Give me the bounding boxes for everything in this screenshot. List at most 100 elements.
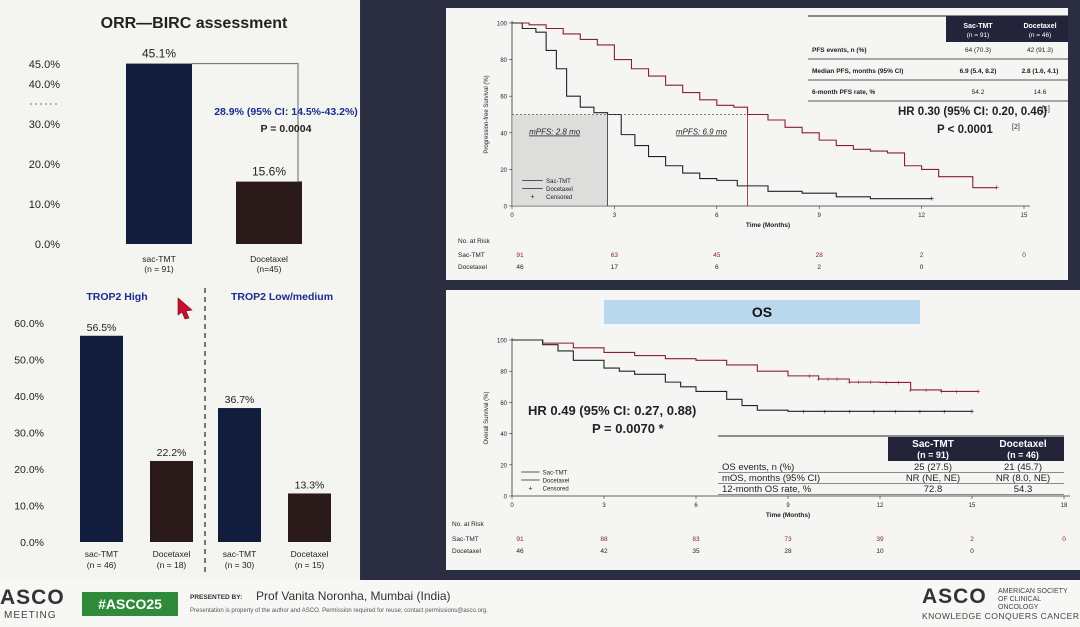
- km-xtick-label: 15: [1021, 213, 1028, 219]
- trop-bar-n: (n = 30): [225, 560, 255, 570]
- km-ytick-label: 20: [500, 463, 507, 469]
- os-censor-mark: +: [817, 377, 821, 384]
- pfs-table-row-label: PFS events, n (%): [812, 47, 867, 54]
- km-ytick-label: 0: [504, 495, 508, 501]
- trop-ytick-label: 50.0%: [14, 355, 44, 367]
- pfs-risk-value: 6: [715, 264, 719, 271]
- pfs-table-val-sac: 64 (70.3): [965, 47, 991, 54]
- trop-bar-n: (n = 18): [157, 560, 187, 570]
- pfs-table-col1: Sac-TMT: [963, 23, 993, 30]
- km-ytick-label: 40: [500, 131, 507, 137]
- reuse-notice: Presentation is property of the author a…: [190, 608, 488, 614]
- os-censor-mark: +: [823, 409, 827, 416]
- pfs-table-val-sac: 6.9 (5.4, 8.2): [960, 68, 997, 75]
- os-risk-value: 0: [970, 548, 974, 555]
- pfs-table-row-label: Median PFS, months (95% CI): [812, 68, 903, 75]
- os-summary-table: Sac-TMT(n = 91) Docetaxel(n = 46) OS event…: [718, 435, 1064, 495]
- trop-ytick-label: 30.0%: [14, 428, 44, 440]
- km-xtick-label: 0: [510, 503, 514, 509]
- os-legend-censor: +: [528, 486, 532, 493]
- orr-bar-value: 15.6%: [252, 165, 286, 179]
- os-table-val-doc: NR (8.0, NE): [996, 473, 1050, 484]
- pfs-table-val-doc: 14.6: [1034, 89, 1047, 96]
- presenter-name: Prof Vanita Noronha, Mumbai (India): [256, 589, 451, 603]
- pfs-p: P < 0.0001: [937, 124, 993, 136]
- os-banner-label: OS: [752, 304, 772, 320]
- km-xtick-label: 6: [694, 503, 698, 509]
- os-risk-value: 88: [600, 536, 608, 543]
- os-p: P = 0.0070 *: [592, 421, 665, 436]
- pfs-summary-table: Sac-TMT (n = 91) Docetaxel (n = 46) PFS even…: [808, 15, 1068, 102]
- orr-pvalue: P = 0.0004: [261, 123, 312, 135]
- os-banner: [604, 300, 920, 324]
- os-risk-value: 46: [516, 548, 524, 555]
- asco-meeting-logo: ASCO: [0, 586, 65, 609]
- os-censor-mark: +: [939, 389, 943, 396]
- os-risk-value: 0: [1062, 536, 1066, 543]
- os-legend-label: Sac-TMT: [543, 471, 568, 477]
- trop-bar-value: 36.7%: [225, 394, 255, 406]
- km-curve-docetaxel: [512, 339, 972, 412]
- trop-ytick-label: 10.0%: [14, 501, 44, 513]
- os-table-val-sac: 72.8: [924, 484, 943, 495]
- os-table-val-sac: 25 (27.5): [914, 462, 952, 473]
- km-ytick-label: 20: [500, 168, 507, 174]
- km-ylabel: Progression-free Survival (%): [484, 75, 490, 153]
- pfs-risk-value: 91: [516, 252, 524, 259]
- os-table-col2n: (n = 46): [1007, 450, 1039, 460]
- orr-bar-n: (n=45): [257, 264, 282, 274]
- km-ylabel: Overall Survival (%): [484, 391, 490, 444]
- orr-ytick-label: 0.0%: [35, 239, 60, 251]
- km-censor-mark: +: [930, 194, 935, 203]
- pfs-median-shade: [512, 114, 608, 206]
- os-hr: HR 0.49 (95% CI: 0.27, 0.88): [528, 403, 696, 418]
- os-censor-mark: +: [847, 380, 851, 387]
- os-censor-mark: +: [835, 377, 839, 384]
- os-figure: OS 0 20 40 60 80 100 0 3 6 9 12 15 18 Time (Months) Ov…: [446, 290, 1080, 570]
- km-ytick-label: 0: [504, 205, 508, 211]
- os-censor-mark: +: [893, 409, 897, 416]
- os-risk-value: 10: [876, 548, 884, 555]
- orr-bar-value: 45.1%: [142, 47, 176, 61]
- pfs-risk-value: 28: [816, 252, 824, 259]
- trop-bar-label: Docetaxel: [153, 549, 191, 559]
- pfs-table-col2n: (n = 46): [1029, 32, 1052, 39]
- os-risk-value: 42: [600, 548, 608, 555]
- os-table-val-sac: NR (NE, NE): [906, 473, 960, 484]
- orr-ytick-label: 10.0%: [29, 199, 60, 211]
- meeting-label: MEETING: [4, 610, 57, 621]
- pfs-risk-value: 2: [920, 252, 924, 259]
- pfs-legend-censor: +: [530, 194, 534, 201]
- os-table-header-bg: [888, 437, 1064, 461]
- mouse-cursor-icon: [177, 297, 193, 320]
- os-censor-mark: +: [872, 409, 876, 416]
- pfs-p-ref: [2]: [1012, 124, 1020, 131]
- orr-difference-bracket: [192, 63, 302, 183]
- trop-bar: [80, 335, 123, 542]
- os-table-col1n: (n = 91): [917, 450, 949, 460]
- os-censor-mark: +: [896, 380, 900, 387]
- pfs-risk-value: 2: [817, 264, 821, 271]
- km-ytick-label: 60: [500, 401, 507, 407]
- orr-panel: ORR—BIRC assessment 0.0% 10.0% 20.0% 30.0% 4…: [0, 0, 360, 580]
- trop-bar-label: sac-TMT: [223, 549, 257, 559]
- pfs-risk-value: 17: [611, 264, 619, 271]
- orr-ytick-label: 30.0%: [29, 119, 60, 131]
- trop-bar-value: 56.5%: [87, 322, 117, 334]
- pfs-table-val-doc: 2.8 (1.6, 4.1): [1022, 68, 1059, 75]
- hashtag-badge: #ASCO25: [82, 592, 178, 616]
- km-xtick-label: 12: [918, 213, 925, 219]
- pfs-legend-label: Sac-TMT: [546, 179, 571, 185]
- km-curve-docetaxel: [512, 22, 932, 200]
- km-xtick-label: 9: [786, 503, 790, 509]
- km-xtick-label: 3: [602, 503, 606, 509]
- pfs-risk-name: Docetaxel: [458, 264, 487, 271]
- km-ytick-label: 40: [500, 432, 507, 438]
- trop-bars-group: 0.0% 10.0% 20.0% 30.0% 40.0% 50.0% 60.0% 56.5% s…: [14, 318, 331, 570]
- orr-chart-svg: ORR—BIRC assessment 0.0% 10.0% 20.0% 30.0% 4…: [14, 15, 358, 572]
- os-table-val-doc: 54.3: [1014, 484, 1033, 495]
